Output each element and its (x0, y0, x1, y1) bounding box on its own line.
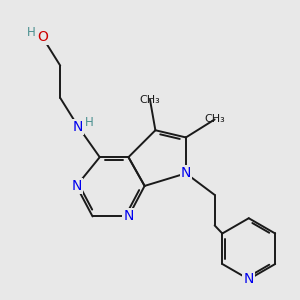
Text: N: N (123, 209, 134, 224)
Text: N: N (244, 272, 254, 286)
Text: N: N (73, 120, 83, 134)
Text: H: H (85, 116, 94, 129)
Text: N: N (71, 179, 82, 193)
Text: N: N (181, 166, 191, 180)
Text: H: H (26, 26, 35, 39)
Text: CH₃: CH₃ (204, 115, 225, 124)
Text: CH₃: CH₃ (140, 95, 160, 105)
Text: O: O (37, 30, 48, 44)
